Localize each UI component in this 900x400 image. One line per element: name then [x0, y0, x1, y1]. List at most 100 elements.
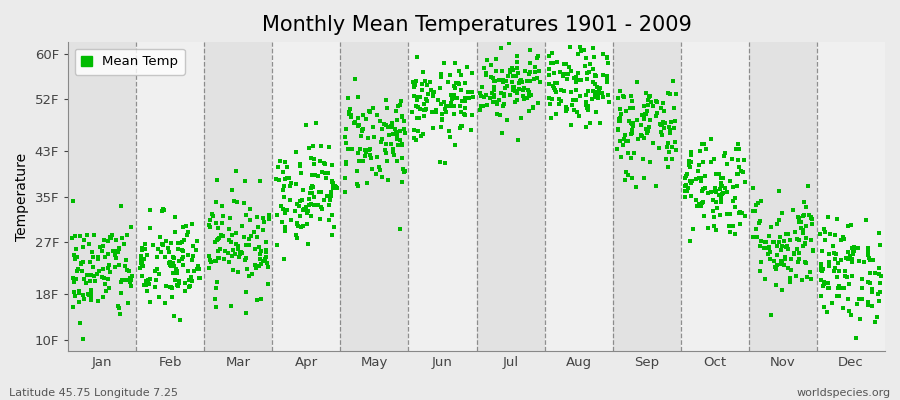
Point — [103, 234, 117, 240]
Point — [625, 127, 639, 134]
Point — [587, 54, 601, 60]
Point — [757, 245, 771, 252]
Point — [211, 255, 225, 262]
Point — [82, 292, 96, 298]
Y-axis label: Temperature: Temperature — [15, 152, 29, 241]
Point — [289, 149, 303, 155]
Point — [374, 136, 389, 142]
Point — [852, 316, 867, 322]
Point — [242, 217, 256, 224]
Point — [569, 87, 583, 94]
Point — [154, 249, 168, 255]
Point — [76, 336, 90, 342]
Point — [506, 87, 520, 94]
Point — [311, 172, 326, 179]
Point — [407, 126, 421, 133]
Point — [387, 125, 401, 132]
Point — [224, 186, 238, 193]
Point — [861, 302, 876, 308]
Point — [567, 107, 581, 113]
Point — [754, 238, 769, 244]
Point — [407, 81, 421, 88]
Point — [559, 108, 573, 114]
Point — [296, 206, 310, 213]
Point — [355, 127, 369, 133]
Point — [766, 239, 780, 246]
Point — [300, 122, 314, 128]
Point — [364, 152, 378, 158]
Point — [372, 164, 386, 170]
Point — [392, 127, 407, 134]
Point — [688, 176, 703, 182]
Point — [854, 296, 868, 302]
Point — [208, 219, 222, 226]
Point — [626, 105, 641, 112]
Point — [506, 84, 520, 90]
Point — [449, 94, 464, 101]
Point — [527, 63, 542, 70]
Point — [411, 128, 426, 134]
Point — [789, 236, 804, 242]
Point — [588, 88, 602, 95]
Point — [473, 90, 488, 96]
Point — [531, 100, 545, 106]
Point — [238, 256, 252, 263]
Point — [666, 78, 680, 84]
Point — [262, 216, 276, 222]
Point — [862, 280, 877, 286]
Point — [76, 237, 91, 244]
Point — [434, 74, 448, 81]
Point — [682, 158, 697, 164]
Point — [644, 117, 658, 123]
Point — [351, 115, 365, 122]
Point — [861, 245, 876, 251]
Point — [155, 208, 169, 215]
Bar — [204, 42, 273, 351]
Point — [96, 275, 111, 282]
Point — [488, 78, 502, 84]
Point — [796, 230, 811, 236]
Point — [436, 110, 450, 117]
Point — [410, 78, 424, 84]
Point — [115, 277, 130, 284]
Point — [774, 261, 788, 268]
Point — [306, 142, 320, 149]
Point — [770, 252, 785, 258]
Point — [505, 79, 519, 86]
Point — [542, 72, 556, 78]
Point — [359, 116, 374, 122]
Point — [76, 244, 90, 250]
Point — [339, 126, 354, 132]
Point — [270, 241, 284, 248]
Point — [646, 139, 661, 146]
Point — [397, 126, 411, 132]
Point — [338, 159, 353, 165]
Point — [624, 130, 638, 137]
Point — [528, 68, 543, 75]
Point — [612, 118, 626, 124]
Point — [276, 187, 291, 194]
Point — [225, 253, 239, 260]
Point — [408, 82, 422, 88]
Point — [545, 34, 560, 40]
Point — [83, 259, 97, 266]
Point — [326, 180, 340, 186]
Point — [507, 84, 521, 90]
Point — [338, 174, 353, 181]
Point — [610, 146, 625, 152]
Point — [82, 272, 96, 278]
Point — [613, 115, 627, 122]
Point — [589, 73, 603, 79]
Point — [278, 176, 293, 183]
Point — [414, 81, 428, 87]
Point — [269, 176, 284, 182]
Point — [208, 258, 222, 264]
Point — [699, 146, 714, 152]
Point — [370, 154, 384, 160]
Point — [545, 96, 560, 102]
Point — [669, 146, 683, 153]
Point — [292, 197, 307, 204]
Point — [215, 220, 230, 226]
Point — [361, 135, 375, 141]
Point — [581, 107, 596, 114]
